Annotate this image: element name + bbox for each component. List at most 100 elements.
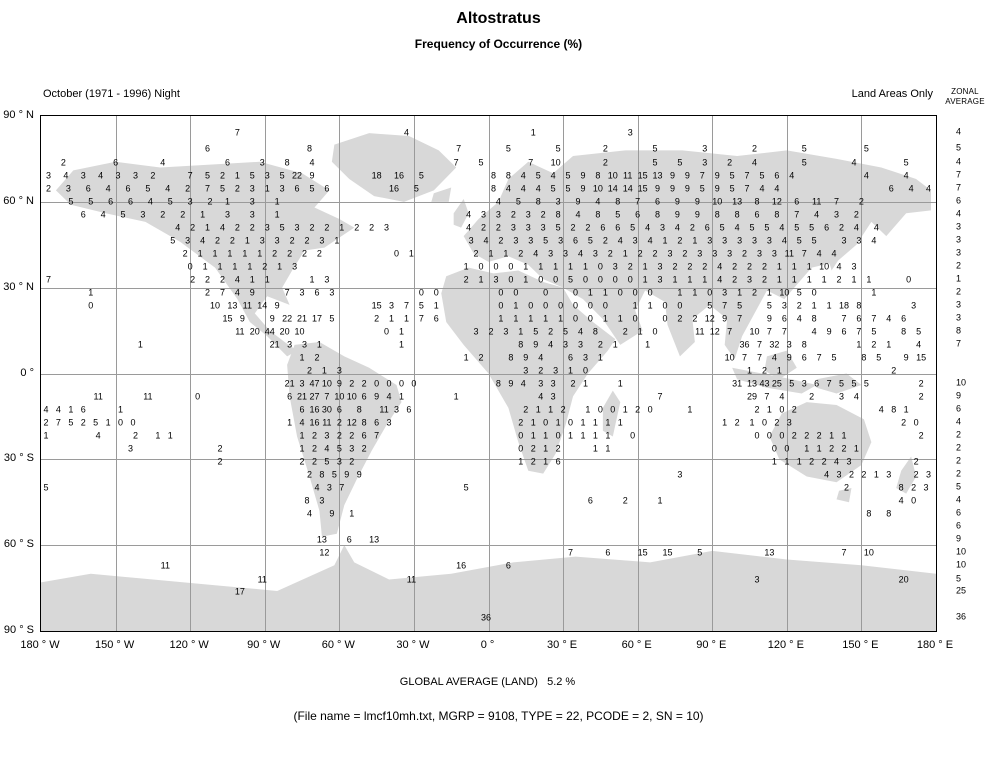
grid-value: 4: [617, 235, 623, 246]
grid-value: 3: [503, 326, 509, 337]
grid-value: 20: [249, 326, 260, 337]
zonal-average-value: 10: [956, 559, 967, 570]
grid-value: 1: [886, 339, 892, 350]
grid-value: 3: [132, 170, 138, 181]
grid-value: 3: [287, 339, 293, 350]
grid-value: 3: [841, 235, 847, 246]
grid-value: 7: [742, 352, 748, 363]
grid-value: 3: [349, 443, 355, 454]
grid-value: 4: [483, 235, 489, 246]
grid-value: 3: [224, 209, 230, 220]
grid-value: 8: [518, 339, 524, 350]
grid-value: 16: [309, 417, 320, 428]
chart-subtitle: Frequency of Occurrence (%): [414, 37, 583, 51]
grid-value: 4: [903, 170, 909, 181]
grid-value: 9: [580, 170, 586, 181]
grid-value: 8: [592, 326, 598, 337]
grid-value: 0: [558, 300, 564, 311]
grid-value: 0: [538, 274, 544, 285]
grid-value: 1: [617, 417, 623, 428]
grid-value: 4: [824, 469, 830, 480]
zonal-average-value: 1: [956, 273, 962, 284]
grid-value: 16: [389, 183, 400, 194]
grid-value: 1: [622, 404, 628, 415]
grid-value: 4: [871, 235, 877, 246]
grid-value: 4: [831, 248, 837, 259]
grid-value: 8: [901, 326, 907, 337]
grid-value: 5: [535, 170, 541, 181]
grid-value: 5: [515, 196, 521, 207]
chart-title: Altostratus: [456, 10, 541, 27]
grid-value: 2: [530, 443, 536, 454]
grid-value: 1: [349, 508, 355, 519]
grid-value: 7: [727, 326, 733, 337]
grid-value: 2: [677, 235, 683, 246]
grid-value: 1: [264, 183, 270, 194]
grid-value: 5: [652, 143, 658, 154]
grid-value: 4: [717, 261, 723, 272]
grid-value: 2: [637, 248, 643, 259]
grid-value: 2: [839, 222, 845, 233]
grid-value: 5: [729, 170, 735, 181]
grid-value: 2: [217, 443, 223, 454]
grid-value: 2: [190, 274, 196, 285]
grid-value: 2: [858, 196, 864, 207]
grid-value: 1: [217, 261, 223, 272]
grid-value: 6: [635, 209, 641, 220]
grid-value: 5: [478, 157, 484, 168]
grid-value: 4: [520, 170, 526, 181]
grid-value: 0: [543, 287, 549, 298]
grid-value: 1: [528, 313, 534, 324]
zonal-average-value: 6: [956, 195, 962, 206]
grid-value: 7: [528, 157, 534, 168]
grid-value: 4: [165, 183, 171, 194]
grid-value: 1: [118, 404, 124, 415]
zonal-average-value: 10: [956, 377, 967, 388]
grid-value: 3: [886, 469, 892, 480]
grid-value: 6: [856, 313, 862, 324]
grid-value: 1: [657, 495, 663, 506]
grid-value: 4: [774, 183, 780, 194]
grid-value: 7: [284, 287, 290, 298]
grid-value: 8: [535, 196, 541, 207]
grid-value: 4: [575, 209, 581, 220]
grid-value: 9: [274, 300, 280, 311]
grid-value: 2: [635, 404, 641, 415]
grid-value: 44: [264, 326, 275, 337]
grid-value: 12: [346, 417, 357, 428]
grid-value: 7: [635, 196, 641, 207]
grid-value: 16: [393, 170, 405, 181]
zonal-average-value: 2: [956, 429, 962, 440]
grid-value: 6: [125, 183, 131, 194]
grid-value: 0: [508, 261, 514, 272]
grid-value: 4: [814, 209, 820, 220]
grid-value: 8: [615, 196, 621, 207]
grid-value: 10: [294, 326, 305, 337]
grid-value: 2: [207, 196, 213, 207]
grid-value: 3: [751, 235, 758, 246]
grid-value: 9: [694, 209, 700, 220]
grid-value: 5: [801, 157, 807, 168]
grid-value: 0: [572, 313, 579, 324]
grid-value: 2: [324, 222, 330, 233]
grid-value: 2: [132, 430, 138, 441]
grid-value: 3: [555, 196, 561, 207]
grid-value: 4: [200, 235, 206, 246]
grid-value: 2: [302, 248, 308, 259]
grid-value: 2: [219, 170, 225, 181]
grid-value: 5: [794, 222, 800, 233]
grid-value: 27: [309, 391, 320, 402]
grid-value: 11: [235, 326, 245, 337]
grid-value: 4: [878, 404, 884, 415]
zonal-average-value: 3: [956, 247, 962, 258]
grid-value: 5: [831, 352, 837, 363]
grid-value: 7: [722, 300, 728, 311]
grid-value: 3: [702, 143, 708, 154]
grid-value: 0: [374, 378, 380, 389]
grid-value: 2: [311, 430, 317, 441]
grid-value: 17: [311, 313, 322, 324]
grid-value: 4: [851, 157, 857, 168]
grid-value: 2: [570, 378, 576, 389]
grid-value: 2: [478, 352, 484, 363]
grid-value: 5: [68, 417, 74, 428]
